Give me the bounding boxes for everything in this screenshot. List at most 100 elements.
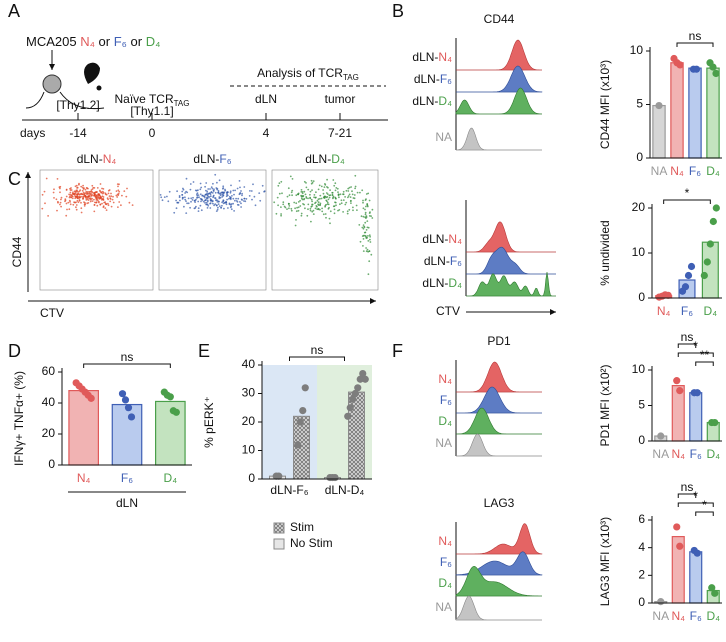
- cell-dot: [370, 253, 373, 256]
- cell-dot: [345, 201, 348, 204]
- panel-label: D: [8, 341, 21, 361]
- cell-dot: [317, 203, 319, 206]
- cell-dot: [316, 208, 319, 211]
- cell-dot: [219, 194, 222, 197]
- cell-dot: [209, 202, 211, 205]
- cell-dot: [219, 196, 222, 199]
- cell-dot: [189, 183, 192, 185]
- significance-bracket: [676, 42, 714, 47]
- cell-dot: [321, 210, 324, 213]
- cell-dot: [294, 207, 296, 210]
- label: dLN-N₄: [422, 232, 462, 246]
- cell-dot: [68, 193, 70, 196]
- cell-dot: [248, 195, 251, 197]
- cell-dot: [371, 217, 374, 219]
- cell-dot: [335, 187, 338, 189]
- histogram: [456, 433, 542, 457]
- cell-dot: [117, 189, 120, 192]
- cell-dot: [305, 197, 308, 199]
- cell-dot: [300, 212, 303, 215]
- cell-dot: [93, 192, 96, 195]
- cell-dot: [64, 200, 66, 203]
- cell-dot: [184, 192, 187, 194]
- cell-dot: [369, 235, 371, 238]
- cell-dot: [370, 215, 372, 218]
- cell-dot: [280, 206, 282, 209]
- label-part: dLN-: [424, 254, 450, 268]
- cell-dot: [261, 184, 264, 187]
- cell-dot: [117, 206, 119, 209]
- cell-dot: [59, 203, 61, 206]
- cell-dot: [306, 214, 309, 217]
- cell-dot: [371, 208, 374, 211]
- cell-dot: [91, 188, 94, 191]
- cell-dot: [205, 201, 208, 204]
- significance-bracket: [677, 502, 714, 507]
- data-point: [124, 404, 133, 412]
- cell-dot: [74, 197, 77, 200]
- y-tick-label: 6: [638, 512, 645, 526]
- x-tick-label: N₄: [657, 304, 671, 318]
- significance-label: *: [685, 186, 690, 200]
- cell-dot: [217, 203, 220, 206]
- significance-label: *: [693, 339, 698, 353]
- legend-swatch: [273, 538, 285, 550]
- cell-dot: [78, 183, 80, 186]
- cell-dot: [347, 195, 350, 197]
- hist-title: PD1: [487, 334, 511, 348]
- cell-dot: [89, 197, 92, 200]
- cell-dot: [295, 219, 297, 221]
- cell-dot: [342, 199, 345, 202]
- timeline-diagram: [22, 50, 388, 121]
- cell-dot: [80, 207, 83, 210]
- cell-dot: [349, 196, 352, 199]
- cell-dot: [65, 214, 68, 217]
- cell-dot: [108, 195, 111, 198]
- cell-dot: [126, 187, 128, 190]
- cell-dot: [222, 202, 225, 205]
- cell-dot: [110, 192, 112, 195]
- cell-dot: [301, 198, 304, 201]
- cell-dot: [212, 202, 214, 205]
- cell-dot: [311, 200, 313, 203]
- cell-dot: [88, 194, 91, 197]
- cell-dot: [197, 194, 200, 197]
- cell-dot: [103, 201, 106, 204]
- cell-dot: [309, 209, 312, 212]
- cell-dot: [361, 226, 364, 229]
- cell-dot: [287, 187, 290, 190]
- cell-dot: [163, 196, 166, 199]
- cell-dot: [347, 196, 349, 199]
- cell-dot: [348, 186, 351, 189]
- data-point: [708, 584, 716, 592]
- cell-dot: [70, 189, 73, 191]
- label-part: F₆: [450, 254, 462, 268]
- cell-dot: [201, 194, 204, 197]
- cell-dot: [307, 208, 309, 211]
- cell-dot: [321, 207, 323, 210]
- x-tick-label: NA: [651, 164, 668, 178]
- y-tick-label: 5: [638, 398, 645, 412]
- cell-dot: [327, 198, 330, 201]
- cell-dot: [106, 197, 109, 200]
- cell-dot: [207, 188, 210, 190]
- cell-dot: [168, 190, 171, 193]
- cell-dot: [344, 196, 346, 198]
- label: D₄: [438, 414, 452, 428]
- cell-dot: [88, 191, 91, 193]
- tumor-label-part: D₄: [146, 34, 161, 49]
- label: dLN-N₄: [77, 152, 117, 166]
- day-label: 7-21: [328, 126, 352, 140]
- cell-dot: [84, 203, 87, 206]
- cell-dot: [333, 212, 336, 215]
- cell-dot: [307, 197, 309, 200]
- bar: [688, 67, 702, 159]
- cell-dot: [295, 194, 298, 197]
- cell-dot: [222, 187, 225, 189]
- label: NA: [435, 436, 452, 450]
- cell-dot: [203, 196, 206, 199]
- cell-dot: [362, 199, 364, 202]
- label-part: N₄: [103, 152, 117, 166]
- cell-dot: [199, 204, 202, 207]
